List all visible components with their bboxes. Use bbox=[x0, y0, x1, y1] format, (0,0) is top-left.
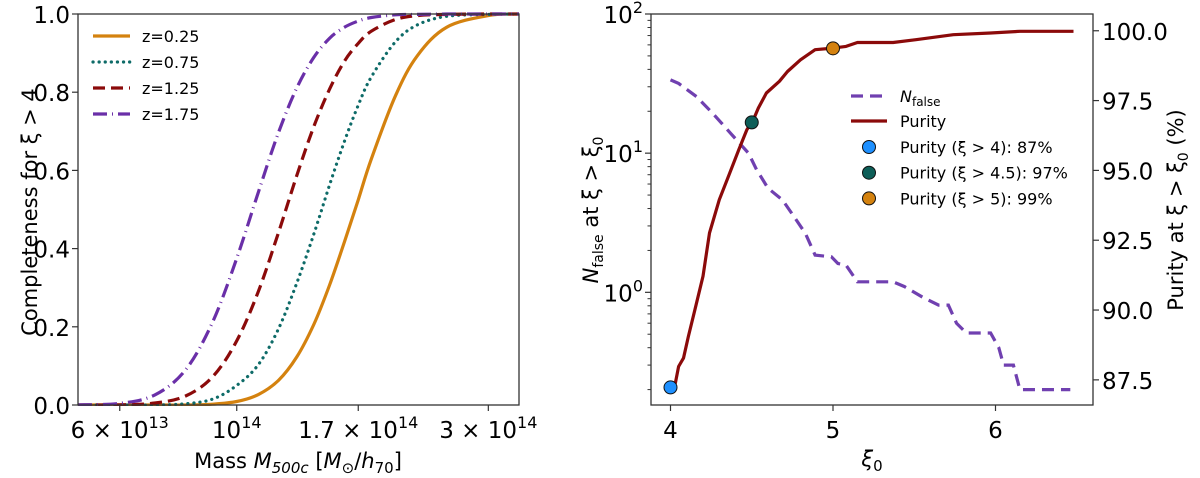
left-y-tick-label: 1.0 bbox=[33, 3, 70, 29]
left-x-tick-label: 1014 bbox=[212, 413, 262, 444]
legend-label: Purity bbox=[900, 112, 946, 131]
right-right-y-tick-label: 87.5 bbox=[1102, 369, 1153, 395]
legend-entry-marker: Purity (ξ > 4): 87% bbox=[862, 138, 1053, 157]
legend-label: Purity (ξ > 5): 99% bbox=[900, 189, 1053, 208]
left-plot-frame bbox=[77, 13, 520, 406]
right-right-y-tick-label: 95.0 bbox=[1102, 159, 1153, 185]
completeness-line-075 bbox=[78, 12, 519, 406]
left-y-tick-label: 0.0 bbox=[33, 394, 70, 420]
n-false-line bbox=[669, 78, 1071, 392]
purity-marker bbox=[744, 115, 759, 130]
right-right-y-axis-label: Purity at ξ > ξ0 (%) bbox=[1164, 109, 1192, 311]
legend-label: z=1.75 bbox=[142, 105, 199, 124]
right-right-y-tick-label: 92.5 bbox=[1102, 229, 1153, 255]
right-left-y-tick-label: 101 bbox=[604, 137, 643, 168]
purity-marker bbox=[826, 41, 840, 56]
legend-entry: z=1.75 bbox=[93, 105, 199, 124]
completeness-line-175 bbox=[78, 12, 519, 406]
legend-entry-purity: Purity bbox=[851, 112, 946, 131]
right-x-tick-label: 6 bbox=[988, 418, 1003, 444]
right-left-y-axis-label: Nfalse at ξ > ξ0 bbox=[579, 137, 607, 284]
left-y-tick-label: 0.2 bbox=[33, 316, 70, 342]
left-x-axis-label: Mass M500c [M⊙/h70] bbox=[194, 449, 402, 474]
completeness-line-025 bbox=[78, 12, 519, 406]
legend-marker-swatch bbox=[862, 140, 876, 154]
left-axis-ticks: 0.0 0.2 0.4 0.6 0.8 1.0 6 × 1013 1014 1.7 × 1014… bbox=[33, 3, 537, 444]
purity-line bbox=[669, 29, 1074, 389]
right-right-y-tick-label: 97.5 bbox=[1102, 90, 1153, 116]
purity-curves bbox=[663, 29, 1074, 395]
right-x-tick-label: 4 bbox=[663, 418, 678, 444]
legend-marker-swatch bbox=[862, 165, 876, 180]
purity-chart: 4 5 6 100 101 102 87.5 90.0 92.5 95.0 97.5 100.0 Nf… bbox=[579, 0, 1192, 475]
left-y-tick-label: 0.6 bbox=[33, 159, 70, 185]
completeness-chart: 0.0 0.2 0.4 0.6 0.8 1.0 6 × 1013 1014 1.7 × 1014… bbox=[18, 3, 537, 477]
legend-entry-n-false: Nfalse bbox=[851, 87, 941, 109]
left-y-tick-label: 0.8 bbox=[33, 81, 70, 107]
legend-label: Nfalse bbox=[900, 87, 941, 109]
left-y-tick-label: 0.4 bbox=[33, 238, 70, 264]
legend-entry: z=0.25 bbox=[93, 27, 199, 46]
left-y-axis-label: Completeness for ξ > 4 bbox=[18, 88, 42, 336]
left-x-tick-label: 1.7 × 1014 bbox=[298, 413, 418, 444]
right-left-y-tick-label: 102 bbox=[604, 0, 643, 29]
left-legend: z=0.25 z=0.75 z=1.25 z=1.75 bbox=[91, 27, 199, 124]
right-right-y-tick-label: 90.0 bbox=[1102, 299, 1153, 325]
right-legend: Nfalse Purity Purity (ξ > 4): 87% Purity (ξ… bbox=[851, 87, 1068, 208]
legend-label: Purity (ξ > 4.5): 97% bbox=[900, 164, 1068, 183]
left-x-tick-label: 6 × 1013 bbox=[71, 413, 169, 444]
legend-label: z=1.25 bbox=[142, 79, 199, 98]
completeness-curves bbox=[78, 12, 519, 406]
legend-entry-marker: Purity (ξ > 5): 99% bbox=[862, 189, 1053, 208]
right-left-y-tick-label: 100 bbox=[604, 276, 643, 307]
right-right-y-tick-label: 100.0 bbox=[1102, 20, 1168, 46]
legend-label: z=0.25 bbox=[142, 27, 199, 46]
purity-marker bbox=[663, 380, 678, 395]
legend-marker-swatch bbox=[862, 191, 876, 206]
legend-entry: z=0.75 bbox=[91, 53, 199, 72]
legend-label: Purity (ξ > 4): 87% bbox=[900, 138, 1053, 157]
legend-entry: z=1.25 bbox=[93, 79, 199, 98]
legend-label: z=0.75 bbox=[142, 53, 199, 72]
right-x-axis-label: ξ0 bbox=[860, 447, 882, 474]
right-axis-ticks: 4 5 6 100 101 102 87.5 90.0 92.5 95.0 97.5 100.0 bbox=[604, 0, 1168, 444]
right-x-tick-label: 5 bbox=[826, 418, 841, 444]
left-x-tick-label: 3 × 1014 bbox=[439, 413, 537, 444]
right-plot-frame bbox=[650, 13, 1094, 406]
legend-entry-marker: Purity (ξ > 4.5): 97% bbox=[862, 164, 1068, 183]
completeness-line-125 bbox=[78, 12, 519, 406]
